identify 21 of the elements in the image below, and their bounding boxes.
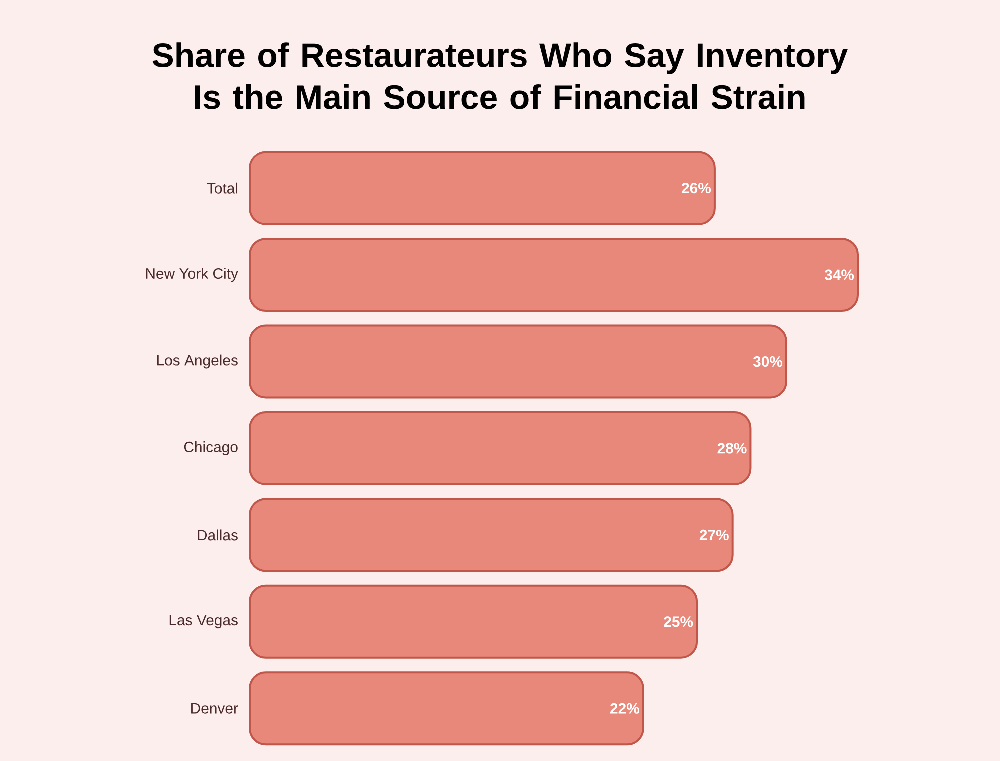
y-tick-label: Las Vegas bbox=[170, 615, 238, 629]
bar bbox=[249, 151, 716, 226]
chart-title: Share of Restaurateurs Who Say Inventory Is the Main Source of Financial Strain bbox=[152, 42, 848, 110]
data-label: 25% bbox=[664, 616, 694, 628]
bar bbox=[249, 584, 698, 659]
y-tick-label: Total bbox=[207, 182, 238, 194]
data-label: 26% bbox=[682, 183, 712, 194]
bar bbox=[249, 324, 788, 399]
y-tick-label: Denver bbox=[192, 703, 238, 714]
data-label: 34% bbox=[824, 270, 854, 280]
bar bbox=[249, 672, 644, 746]
bar bbox=[249, 498, 734, 572]
y-tick-label: Dallas bbox=[198, 530, 238, 541]
data-label: 28% bbox=[718, 443, 747, 454]
bar bbox=[249, 412, 752, 486]
data-label: 27% bbox=[700, 530, 729, 540]
data-label: 22% bbox=[610, 703, 640, 714]
y-tick-label: Chicago bbox=[184, 442, 238, 456]
y-tick-label: New York City bbox=[146, 268, 238, 282]
data-label: 30% bbox=[753, 356, 783, 368]
y-tick-label: Los Angeles bbox=[157, 354, 238, 369]
